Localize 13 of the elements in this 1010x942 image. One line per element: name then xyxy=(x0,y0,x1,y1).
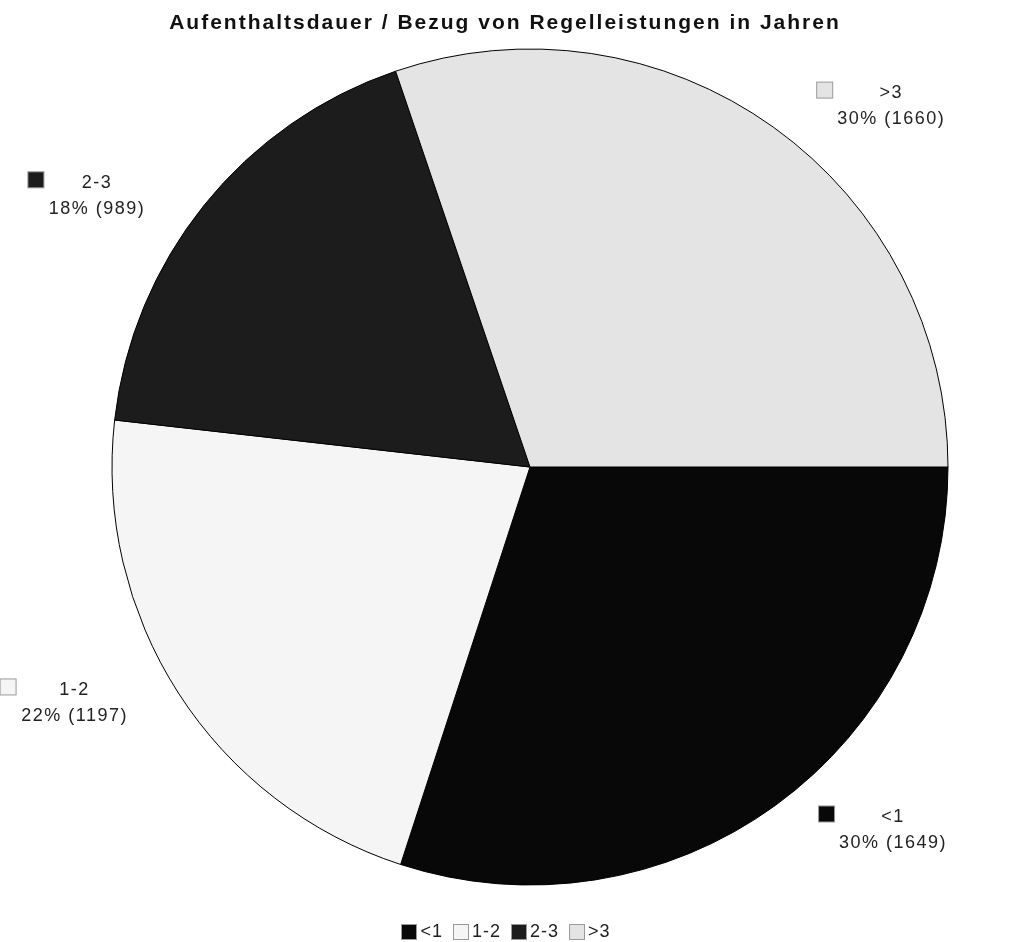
legend-label: 2-3 xyxy=(81,171,113,192)
data-label: 30% (1660) xyxy=(837,108,946,129)
category-label: 1-2 xyxy=(471,921,501,941)
data-label: 18% (989) xyxy=(48,197,146,218)
category-label: 2-3 xyxy=(530,921,560,941)
slice-label: 1-2 xyxy=(59,678,90,699)
legend-label: >3 xyxy=(587,921,611,942)
data-label: 30% (1649) xyxy=(839,831,948,852)
slice-label: <1 xyxy=(881,805,905,826)
slice-label: >3 xyxy=(879,82,903,103)
data-label: 22% (1197) xyxy=(21,704,128,725)
chart-title: Aufenthaltsdauer / Bezug von Regelleistungen in Jahren xyxy=(168,10,842,34)
legend-label: <1 xyxy=(419,921,443,942)
